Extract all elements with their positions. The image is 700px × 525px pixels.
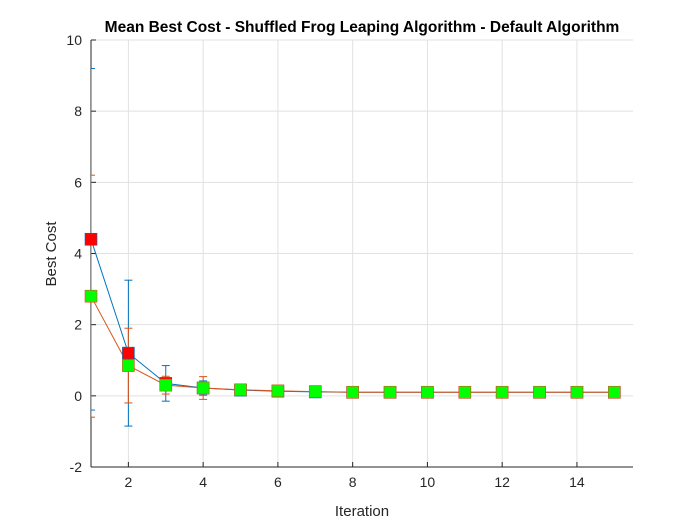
grid [91, 39, 633, 468]
data-point [308, 385, 322, 398]
y-axis-label: Best Cost [43, 221, 60, 287]
data-point [346, 385, 359, 399]
x-tick-label: 6 [274, 474, 282, 490]
series-layer [84, 67, 621, 427]
chart-title: Mean Best Cost - Shuffled Frog Leaping A… [105, 19, 620, 36]
tick-labels: 2 4 6 8 10 12 14 -2 0 2 4 6 8 10 [66, 32, 585, 490]
data-point [84, 289, 98, 303]
data-point [495, 385, 509, 399]
y-tick-label: 4 [74, 246, 82, 262]
data-point [234, 383, 247, 397]
x-tick-label: 8 [349, 474, 357, 490]
x-tick-label: 10 [420, 474, 436, 490]
y-tick-label: 2 [74, 317, 82, 333]
data-point [533, 385, 546, 399]
y-tick-label: -2 [70, 459, 83, 475]
x-tick-label: 2 [124, 474, 132, 490]
y-tick-label: 6 [74, 174, 82, 190]
x-tick-label: 14 [569, 474, 585, 490]
y-tick-label: 0 [74, 388, 82, 404]
data-point [196, 381, 210, 395]
data-point [383, 385, 397, 399]
data-point [458, 385, 472, 399]
data-point [570, 385, 584, 399]
x-tick-label: 12 [494, 474, 510, 490]
x-tick-label: 4 [199, 474, 207, 490]
y-tick-label: 8 [74, 103, 82, 119]
data-point [84, 232, 98, 246]
data-point [122, 359, 135, 372]
data-point [271, 384, 285, 398]
data-point [608, 385, 621, 399]
y-tick-label: 10 [66, 32, 82, 48]
data-point [122, 346, 135, 360]
data-point [159, 378, 173, 392]
series-2-markers [84, 289, 621, 399]
data-point [421, 385, 434, 399]
x-axis-label: Iteration [335, 503, 389, 520]
